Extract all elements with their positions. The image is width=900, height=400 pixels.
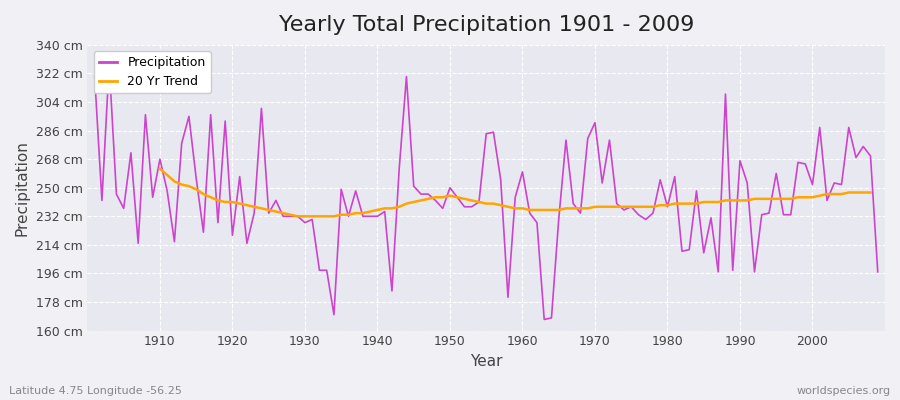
20 Yr Trend: [328, 214, 339, 219]
Precipitation: [357, 214, 368, 219]
20 Yr Trend: [518, 206, 528, 211]
Line: Precipitation: Precipitation: [94, 64, 878, 320]
Precipitation: [155, 157, 166, 162]
Precipitation: [618, 208, 629, 212]
20 Yr Trend: [292, 214, 303, 219]
Precipitation: [518, 170, 528, 174]
Precipitation: [89, 74, 100, 79]
20 Yr Trend: [379, 206, 390, 211]
20 Yr Trend: [539, 208, 550, 212]
Title: Yearly Total Precipitation 1901 - 2009: Yearly Total Precipitation 1901 - 2009: [278, 15, 694, 35]
X-axis label: Year: Year: [470, 354, 502, 369]
20 Yr Trend: [720, 198, 731, 203]
Precipitation: [539, 317, 550, 322]
Line: 20 Yr Trend: 20 Yr Trend: [160, 169, 870, 216]
Text: worldspecies.org: worldspecies.org: [796, 386, 891, 396]
Y-axis label: Precipitation: Precipitation: [15, 140, 30, 236]
Text: Latitude 4.75 Longitude -56.25: Latitude 4.75 Longitude -56.25: [9, 386, 182, 396]
Precipitation: [314, 268, 325, 273]
20 Yr Trend: [155, 166, 166, 171]
Precipitation: [525, 211, 535, 216]
20 Yr Trend: [865, 190, 876, 195]
20 Yr Trend: [350, 211, 361, 216]
Precipitation: [104, 62, 114, 66]
Precipitation: [872, 270, 883, 274]
Legend: Precipitation, 20 Yr Trend: Precipitation, 20 Yr Trend: [94, 51, 211, 93]
